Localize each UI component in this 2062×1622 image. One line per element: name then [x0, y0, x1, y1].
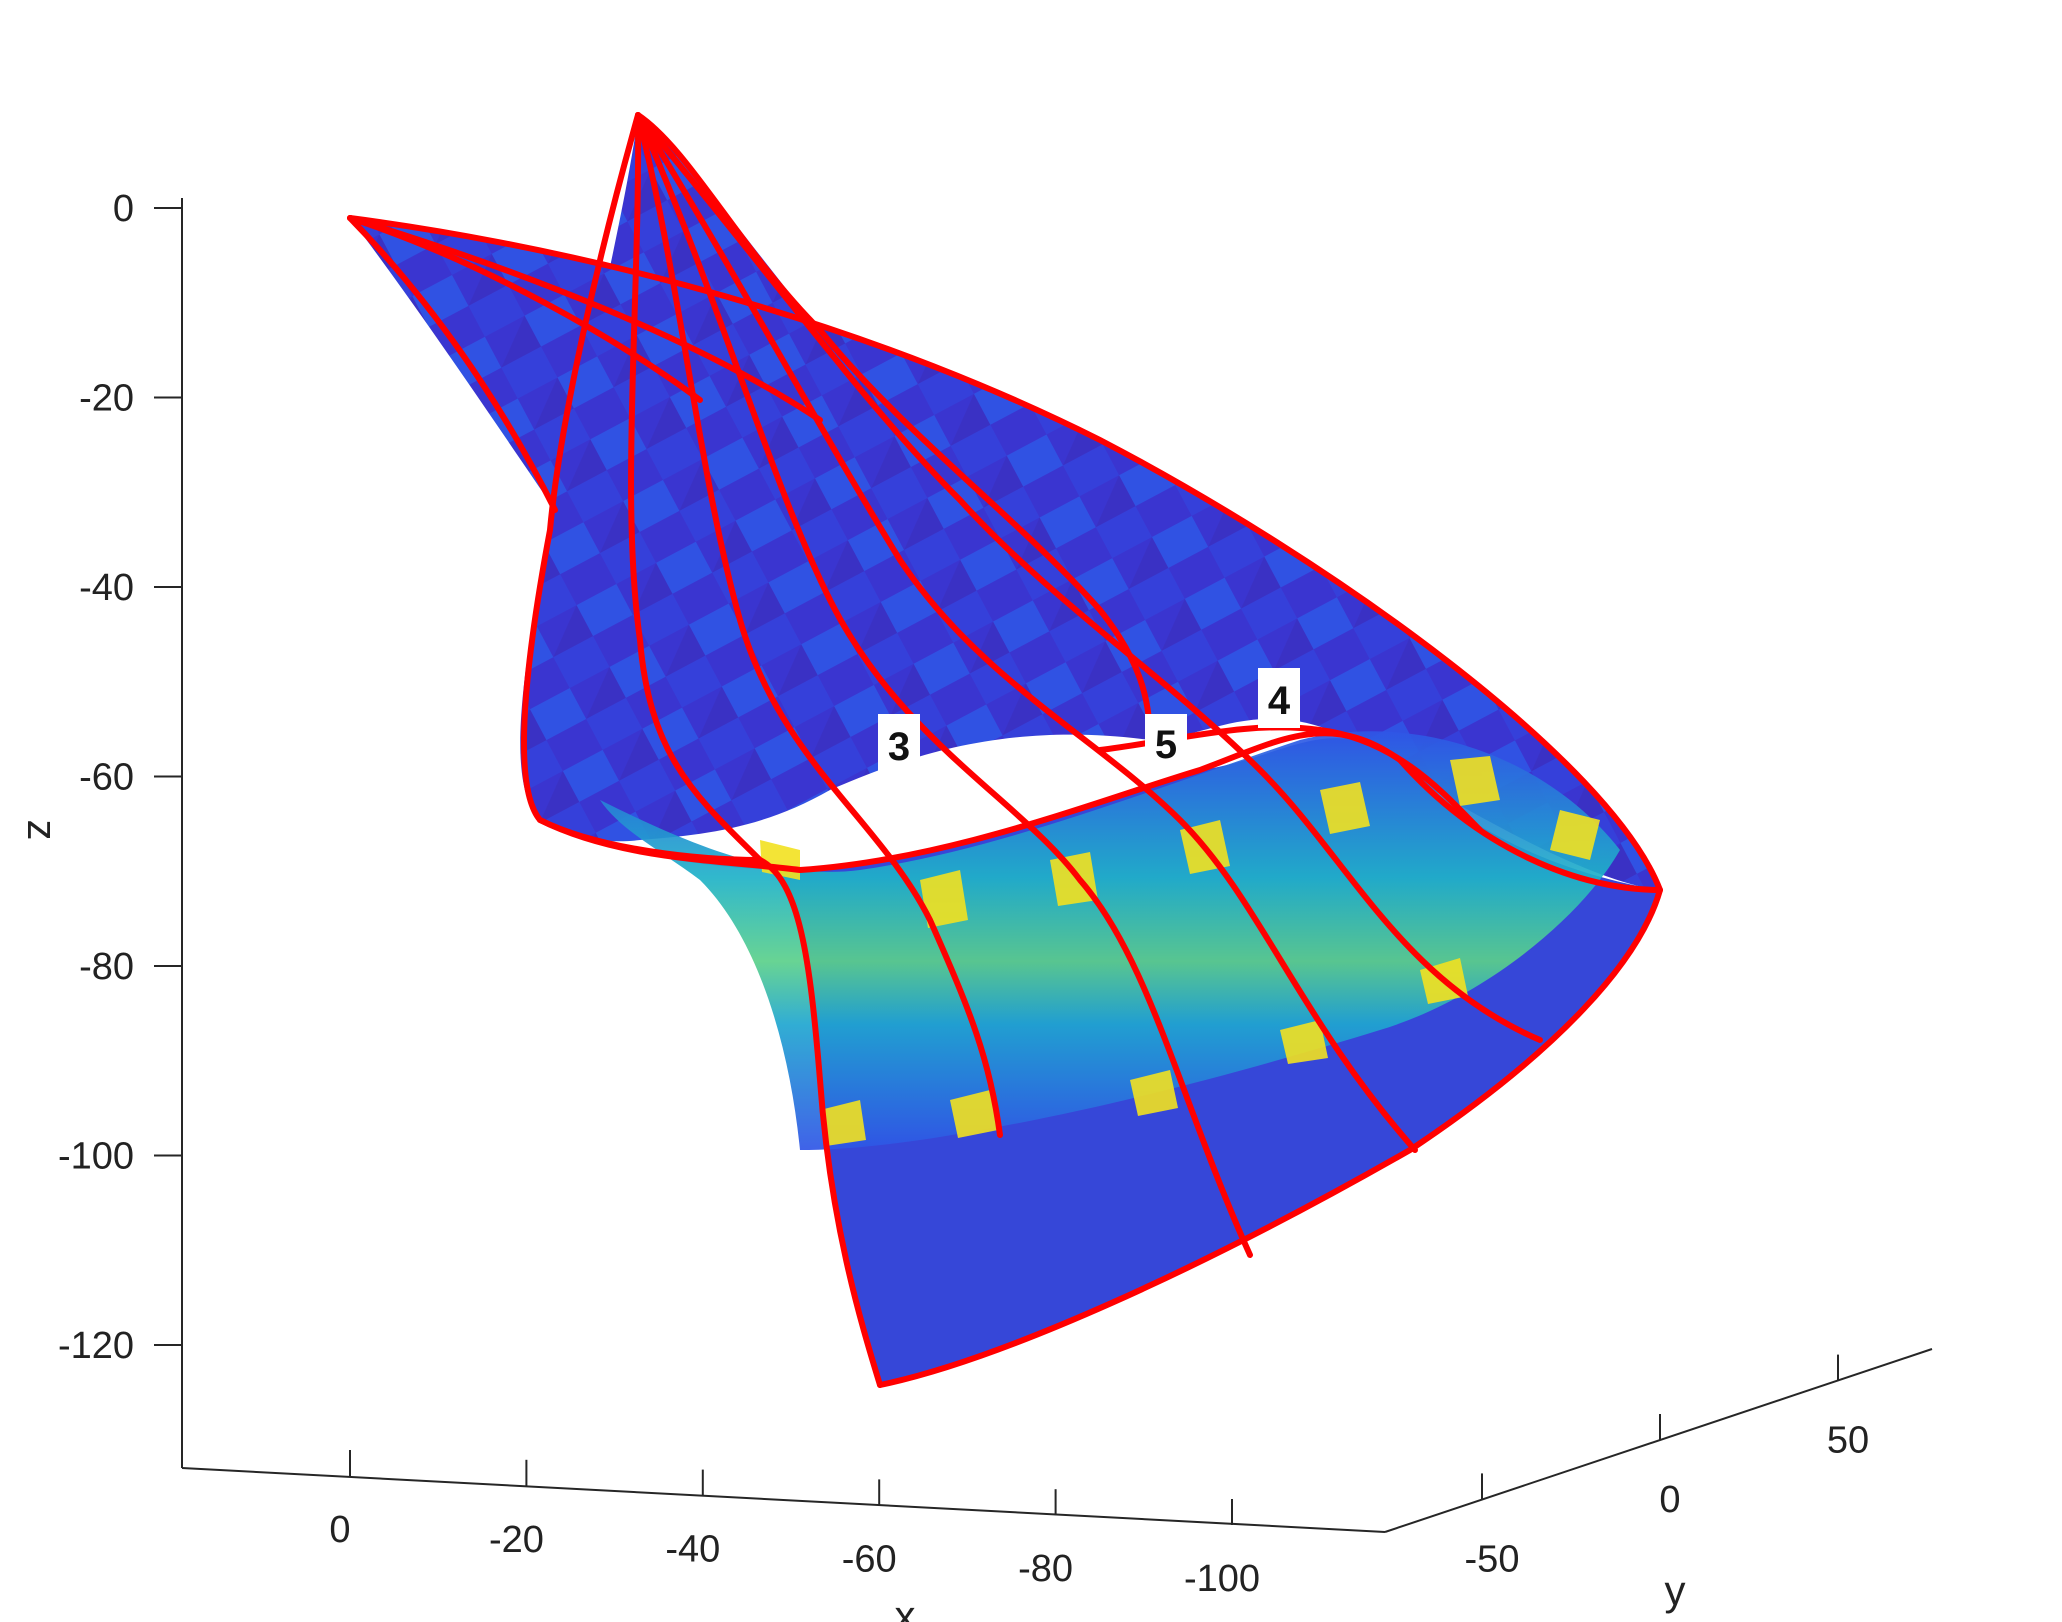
x-tick-label: -60 — [842, 1538, 897, 1580]
z-tick-label: -60 — [79, 757, 134, 799]
edge-curve — [635, 112, 1543, 1043]
y-axis-line — [1384, 1348, 1933, 1533]
edge-curve — [347, 215, 558, 513]
marker-5-box — [1145, 714, 1187, 760]
x-tick-label: -80 — [1018, 1548, 1073, 1590]
x-tick-label: -20 — [489, 1519, 544, 1561]
z-tick-label: -100 — [58, 1136, 134, 1178]
z-tick-label: -80 — [79, 946, 134, 988]
marker-3-box — [878, 714, 920, 776]
x-axis-title: x — [895, 1592, 916, 1622]
marker-4-label: 4 — [1268, 679, 1291, 723]
edge-curve — [635, 112, 1418, 1153]
y-tick-label: 50 — [1827, 1420, 1869, 1462]
z-axis-ticks: 0 -20 -40 -60 -80 -100 -120 — [58, 188, 182, 1367]
edge-curve — [877, 887, 1663, 1388]
surface-highlight-band — [600, 731, 1620, 1150]
marker-5-label: 5 — [1155, 723, 1177, 767]
edge-curve — [347, 215, 823, 423]
x-axis-ticks: 0 -20 -40 -60 -80 -100 — [329, 1450, 1260, 1600]
z-tick-label: -20 — [79, 378, 134, 420]
y-tick-label: 0 — [1659, 1479, 1680, 1521]
marker-4: 4 — [1258, 668, 1300, 728]
y-tick-label: -50 — [1465, 1538, 1520, 1580]
axes — [181, 198, 1933, 1533]
z-tick-label: -40 — [79, 567, 134, 609]
edge-curves — [347, 112, 1663, 1388]
yellow-patches — [760, 756, 1600, 1146]
edge-curve — [635, 112, 1253, 1258]
edge-curve — [347, 215, 1663, 893]
z-axis-title: z — [19, 820, 66, 841]
x-tick-label: -100 — [1184, 1558, 1260, 1600]
edge-curve — [628, 112, 763, 863]
z-tick-label: 0 — [113, 188, 134, 230]
surface-front-sheet — [520, 115, 1171, 842]
marker-4-box — [1258, 668, 1300, 728]
x-axis-line — [181, 1467, 1386, 1533]
marker-3-label: 3 — [888, 725, 910, 769]
edge-curve — [635, 112, 1003, 1138]
marker-5: 5 — [1145, 714, 1187, 767]
y-axis-title: y — [1665, 1567, 1686, 1614]
x-tick-label: 0 — [329, 1509, 350, 1551]
x-tick-label: -40 — [665, 1529, 720, 1571]
y-axis-ticks: -50 0 50 — [1465, 1354, 1869, 1580]
z-tick-label: -120 — [58, 1325, 134, 1367]
marker-3: 3 — [878, 714, 920, 776]
